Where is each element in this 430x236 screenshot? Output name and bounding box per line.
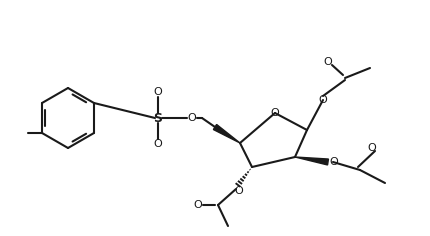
Polygon shape (295, 157, 329, 165)
Text: O: O (368, 143, 376, 153)
Polygon shape (213, 124, 240, 143)
Text: O: O (154, 87, 163, 97)
Text: O: O (330, 157, 338, 167)
Text: O: O (319, 95, 327, 105)
Text: O: O (194, 200, 203, 210)
Text: O: O (187, 113, 197, 123)
Text: O: O (270, 108, 280, 118)
Text: O: O (324, 57, 332, 67)
Text: O: O (235, 186, 243, 196)
Text: S: S (154, 111, 163, 125)
Text: O: O (154, 139, 163, 149)
